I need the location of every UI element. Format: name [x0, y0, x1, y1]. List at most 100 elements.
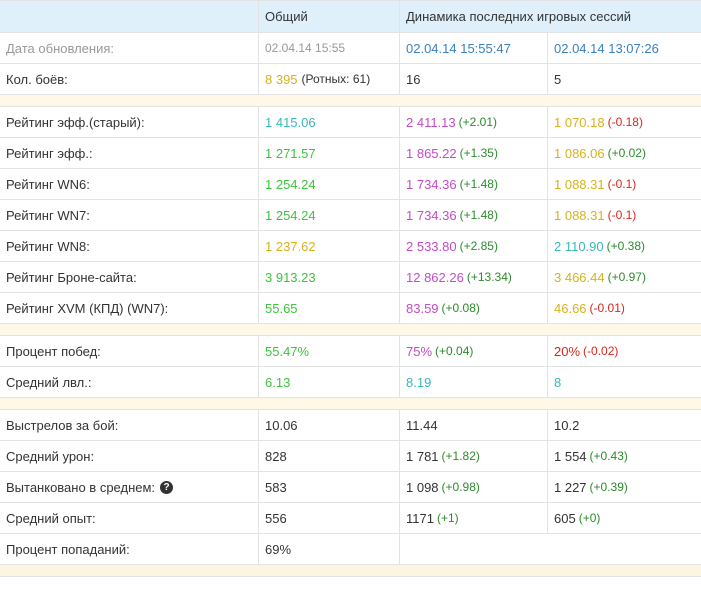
session1-cell: 2 411.13 (+2.01)	[399, 107, 547, 137]
session1-delta: (+1.35)	[459, 146, 498, 160]
session2-value: 1 086.06	[554, 145, 605, 161]
session2-delta: (+0.38)	[606, 239, 645, 253]
session2-value: 1 227	[554, 479, 587, 495]
session1-value: 2 533.80	[406, 238, 457, 254]
session2-delta: (-0.1)	[607, 208, 637, 222]
session1-cell: 1 734.36 (+1.48)	[399, 169, 547, 199]
row-label: Средний урон:	[6, 448, 95, 464]
session1-delta: (+0.04)	[435, 344, 474, 358]
row-label-cell: Выстрелов за бой:	[0, 410, 258, 440]
session1-cell: 12 862.26 (+13.34)	[399, 262, 547, 292]
row-label-cell: Вытанковано в среднем:?	[0, 472, 258, 502]
session2-value: 20%	[554, 343, 581, 359]
row-label: Рейтинг WN6:	[6, 176, 90, 192]
row-label: Рейтинг WN8:	[6, 238, 90, 254]
session2-value: 2 110.90	[554, 238, 604, 254]
session2-value: 8	[554, 374, 562, 390]
question-circle-icon[interactable]: ?	[160, 480, 174, 494]
table-header: Общий Динамика последних игровых сессий	[0, 0, 701, 33]
overall-battles-value: 8 395	[265, 71, 298, 87]
rating-row: Рейтинг Броне-сайта: 3 913.23 12 862.26 (+1…	[0, 262, 701, 293]
winrate-row: Средний лвл.: 6.13 8.19 8	[0, 367, 701, 398]
session2-delta: (+0.39)	[589, 480, 628, 494]
overall-battles: 8 395 (Ротных: 61)	[258, 64, 399, 94]
row-label: Рейтинг эфф.:	[6, 145, 93, 161]
row-label: Выстрелов за бой:	[6, 417, 119, 433]
session1-delta: (+0.08)	[441, 301, 480, 315]
session2-cell: 10.2	[547, 410, 701, 440]
session2-cell: 605 (+0)	[547, 503, 701, 533]
battle-stat-row: Выстрелов за бой: 10.06 11.44 10.2	[0, 410, 701, 441]
update-date-row: Дата обновления: 02.04.14 15:55 02.04.14…	[0, 33, 701, 64]
session2-cell: 1 086.06 (+0.02)	[547, 138, 701, 168]
session2-delta: (-0.1)	[607, 177, 637, 191]
overall-hit-percent: 69%	[258, 534, 399, 564]
session2-value: 1 088.31	[554, 207, 605, 223]
row-label-cell: Средний опыт:	[0, 503, 258, 533]
session1-value: 75%	[406, 343, 433, 359]
rating-row: Рейтинг эфф.(старый): 1 415.06 2 411.13 (+2…	[0, 107, 701, 138]
overall-value: 556	[258, 503, 399, 533]
session2-delta: (-0.01)	[589, 301, 625, 315]
overall-value: 1 254.24	[258, 169, 399, 199]
session2-cell: 1 088.31 (-0.1)	[547, 200, 701, 230]
session2-cell: 1 088.31 (-0.1)	[547, 169, 701, 199]
session1-value: 1 734.36	[406, 207, 457, 223]
session1-cell: 83.59 (+0.08)	[399, 293, 547, 323]
row-label-cell: Средний урон:	[0, 441, 258, 471]
section-separator	[0, 95, 701, 107]
company-battles: (Ротных: 61)	[301, 72, 371, 86]
session2-value: 3 466.44	[554, 269, 605, 285]
session1-value: 83.59	[406, 300, 439, 316]
rating-row: Рейтинг WN8: 1 237.62 2 533.80 (+2.85) 2 110…	[0, 231, 701, 262]
row-label: Средний опыт:	[6, 510, 96, 526]
session1-delta: (+1.48)	[459, 208, 498, 222]
row-label: Дата обновления:	[6, 40, 114, 56]
row-label: Процент попаданий:	[6, 541, 130, 557]
session2-cell: 8	[547, 367, 701, 397]
row-label: Рейтинг Броне-сайта:	[6, 269, 137, 285]
overall-value: 828	[258, 441, 399, 471]
rating-row: Рейтинг WN6: 1 254.24 1 734.36 (+1.48) 1 088…	[0, 169, 701, 200]
overall-value: 55.65	[258, 293, 399, 323]
session2-battles: 5	[547, 64, 701, 94]
row-label: Средний лвл.:	[6, 374, 92, 390]
session2-cell: 46.66 (-0.01)	[547, 293, 701, 323]
row-label: Рейтинг WN7:	[6, 207, 90, 223]
session2-cell: 20% (-0.02)	[547, 336, 701, 366]
session2-value: 46.66	[554, 300, 587, 316]
overall-value: 6.13	[258, 367, 399, 397]
session1-cell: 1171 (+1)	[399, 503, 547, 533]
battle-stat-row: Средний опыт: 556 1171 (+1) 605 (+0)	[0, 503, 701, 534]
session1-value: 8.19	[406, 374, 432, 390]
session2-delta: (+0.43)	[589, 449, 628, 463]
session1-cell: 75% (+0.04)	[399, 336, 547, 366]
winrate-group: Процент побед: 55.47% 75% (+0.04) 20% (-0.02)…	[0, 336, 701, 398]
section-separator	[0, 398, 701, 410]
section-separator	[0, 565, 701, 577]
row-label: Рейтинг эфф.(старый):	[6, 114, 145, 130]
overall-value: 1 271.57	[258, 138, 399, 168]
session2-value: 605	[554, 510, 576, 526]
header-overall: Общий	[258, 1, 399, 32]
session1-battles: 16	[399, 64, 547, 94]
session2-cell: 1 554 (+0.43)	[547, 441, 701, 471]
session1-cell: 8.19	[399, 367, 547, 397]
overall-value: 3 913.23	[258, 262, 399, 292]
rating-row: Рейтинг эфф.: 1 271.57 1 865.22 (+1.35) 1 08…	[0, 138, 701, 169]
session1-cell: 1 781 (+1.82)	[399, 441, 547, 471]
session2-delta: (+0.97)	[607, 270, 646, 284]
session1-cell: 1 865.22 (+1.35)	[399, 138, 547, 168]
session1-value: 1 865.22	[406, 145, 457, 161]
session2-delta: (-0.02)	[583, 344, 619, 358]
session1-cell: 1 098 (+0.98)	[399, 472, 547, 502]
battle-stat-row: Вытанковано в среднем:? 583 1 098 (+0.98) 1 …	[0, 472, 701, 503]
session1-delta: (+13.34)	[466, 270, 512, 284]
battle-stats-group: Выстрелов за бой: 10.06 11.44 10.2 Средний у…	[0, 410, 701, 534]
session1-delta: (+2.01)	[458, 115, 497, 129]
overall-value: 583	[258, 472, 399, 502]
hit-percent-row: Процент попаданий: 69%	[0, 534, 701, 565]
session1-value: 1 098	[406, 479, 439, 495]
session2-value: 1 088.31	[554, 176, 605, 192]
stats-table: Общий Динамика последних игровых сессий …	[0, 0, 701, 577]
